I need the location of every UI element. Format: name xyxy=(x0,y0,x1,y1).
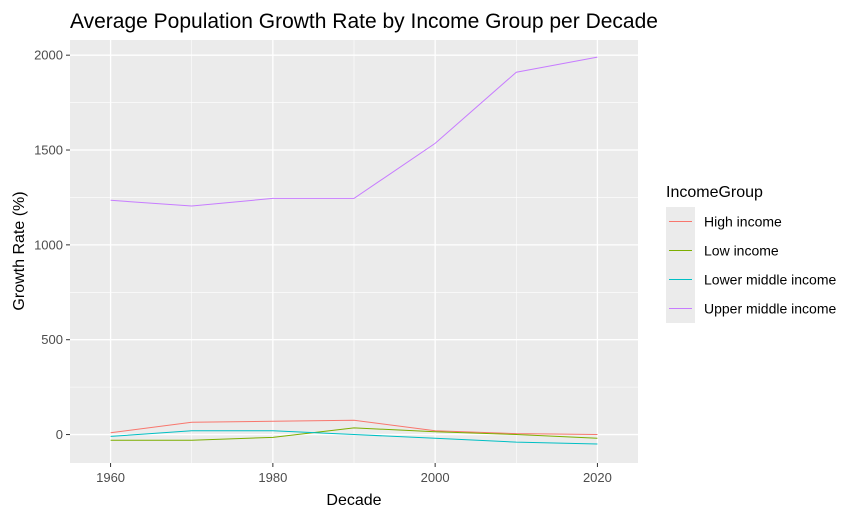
major-gridlines xyxy=(70,40,638,463)
chart-title: Average Population Growth Rate by Income… xyxy=(70,10,658,33)
series-line-3 xyxy=(110,56,598,207)
y-tick-label: 500 xyxy=(41,332,63,347)
series-lines xyxy=(110,56,598,445)
legend-label: Upper middle income xyxy=(704,301,836,317)
y-axis-title: Growth Rate (%) xyxy=(11,191,28,310)
x-tick-label: 2000 xyxy=(421,470,450,485)
series-line-0 xyxy=(110,419,598,435)
x-tick-label: 1980 xyxy=(258,470,287,485)
minor-gridlines xyxy=(70,40,638,463)
legend-label: Lower middle income xyxy=(704,272,836,288)
legend-label: Low income xyxy=(704,243,779,259)
x-tick-label: 2020 xyxy=(583,470,612,485)
x-axis-title: Decade xyxy=(326,492,381,509)
series-line-1 xyxy=(110,427,598,441)
y-tick-label: 2000 xyxy=(34,48,63,63)
y-tick-label: 1000 xyxy=(34,237,63,252)
series-line-2 xyxy=(110,430,598,445)
y-tick-label: 0 xyxy=(56,427,63,442)
legend-label: High income xyxy=(704,214,782,230)
axis-ticks: 1960 1980 2000 2020 0 500 1000 1500 2000 xyxy=(34,48,612,485)
x-tick-label: 1960 xyxy=(96,470,125,485)
legend-title: IncomeGroup xyxy=(666,184,763,201)
legend: IncomeGroup High income Low income Lower m… xyxy=(666,184,836,323)
y-tick-label: 1500 xyxy=(34,143,63,158)
